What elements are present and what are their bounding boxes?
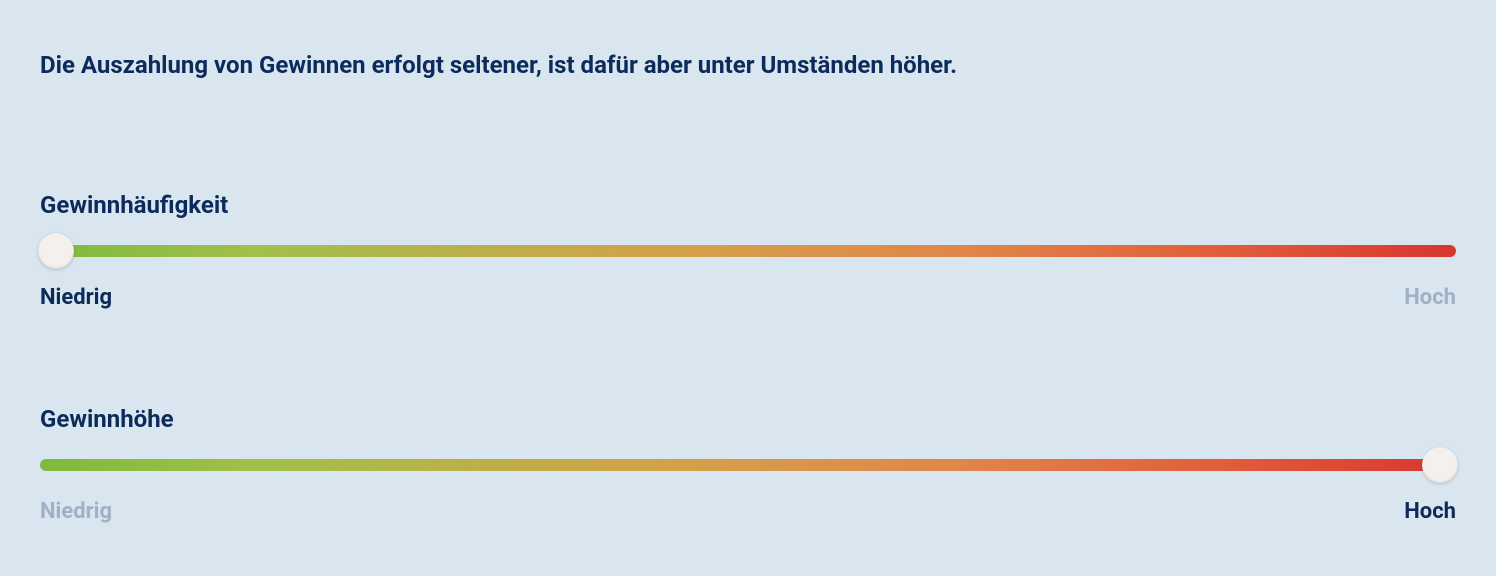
slider-title-amount: Gewinnhöhe [40,405,1456,433]
slider-title-frequency: Gewinnhäufigkeit [40,191,1456,219]
slider-labels: Niedrig Hoch [40,285,1456,310]
slider-amount[interactable] [40,447,1456,483]
slider-frequency[interactable] [40,233,1456,269]
slider-low-label: Niedrig [40,499,112,524]
slider-thumb[interactable] [38,233,74,269]
slider-group-amount: Gewinnhöhe Niedrig Hoch [40,405,1456,524]
slider-track [40,245,1456,257]
slider-group-frequency: Gewinnhäufigkeit Niedrig Hoch [40,191,1456,310]
slider-track [40,459,1456,471]
slider-high-label: Hoch [1404,499,1456,524]
slider-high-label: Hoch [1404,285,1456,310]
slider-labels: Niedrig Hoch [40,499,1456,524]
panel-description: Die Auszahlung von Gewinnen erfolgt selt… [40,50,1456,81]
slider-thumb[interactable] [1422,447,1458,483]
slider-low-label: Niedrig [40,285,112,310]
